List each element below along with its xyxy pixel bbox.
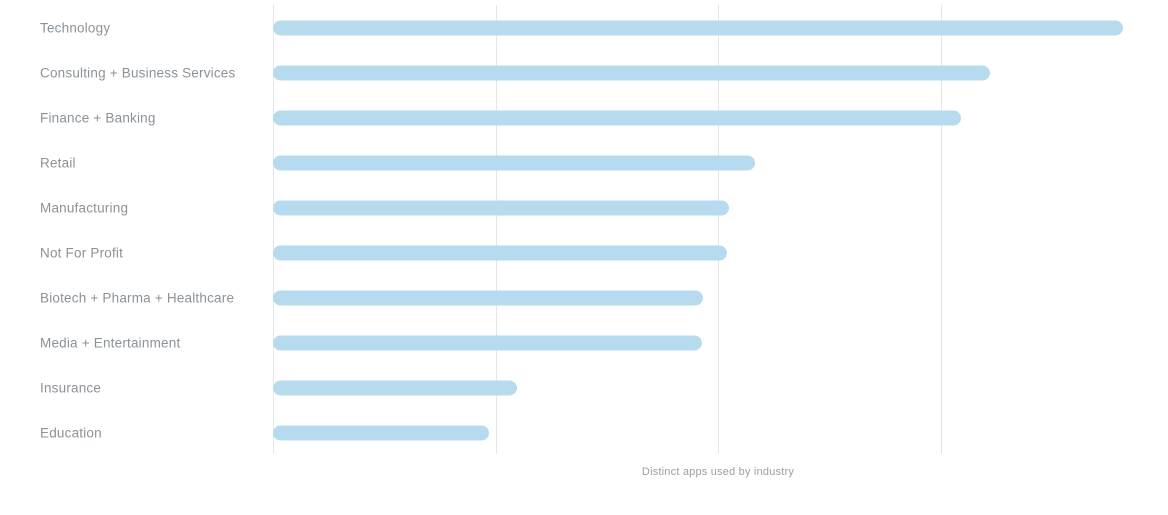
category-label: Technology bbox=[40, 20, 111, 35]
category-label: Not For Profit bbox=[40, 245, 124, 260]
chart-caption: Distinct apps used by industry bbox=[641, 466, 795, 478]
bar bbox=[273, 425, 489, 440]
bar-row: Finance + Banking bbox=[0, 95, 1168, 140]
bar-track bbox=[273, 425, 1163, 440]
bar-row: Consulting + Business Services bbox=[0, 50, 1168, 95]
bar-track bbox=[273, 290, 1163, 305]
bar bbox=[273, 65, 990, 80]
category-label: Media + Entertainment bbox=[40, 335, 181, 350]
bar bbox=[273, 20, 1123, 35]
category-label: Manufacturing bbox=[40, 200, 129, 215]
bar bbox=[273, 200, 729, 215]
category-label: Biotech + Pharma + Healthcare bbox=[40, 290, 235, 305]
bar-track bbox=[273, 380, 1163, 395]
bar bbox=[273, 335, 702, 350]
bar-row: Technology bbox=[0, 5, 1168, 50]
bar-track bbox=[273, 335, 1163, 350]
bar-row: Manufacturing bbox=[0, 185, 1168, 230]
bar bbox=[273, 380, 517, 395]
bar-track bbox=[273, 65, 1163, 80]
bar-track bbox=[273, 110, 1163, 125]
bar bbox=[273, 245, 727, 260]
category-label: Consulting + Business Services bbox=[40, 65, 236, 80]
category-label: Education bbox=[40, 425, 102, 440]
bar-track bbox=[273, 200, 1163, 215]
bar-row: Biotech + Pharma + Healthcare bbox=[0, 275, 1168, 320]
bar-row: Education bbox=[0, 410, 1168, 455]
category-label: Retail bbox=[40, 155, 76, 170]
bar-row: Media + Entertainment bbox=[0, 320, 1168, 365]
category-label: Insurance bbox=[40, 380, 102, 395]
bar bbox=[273, 155, 755, 170]
category-label: Finance + Banking bbox=[40, 110, 156, 125]
bar-row: Not For Profit bbox=[0, 230, 1168, 275]
bar-row: Retail bbox=[0, 140, 1168, 185]
bar bbox=[273, 110, 961, 125]
bar-track bbox=[273, 20, 1163, 35]
bar-track bbox=[273, 155, 1163, 170]
chart-rows: Technology Consulting + Business Services… bbox=[0, 5, 1168, 455]
bar-track bbox=[273, 245, 1163, 260]
bar-row: Insurance bbox=[0, 365, 1168, 410]
bar bbox=[273, 290, 703, 305]
